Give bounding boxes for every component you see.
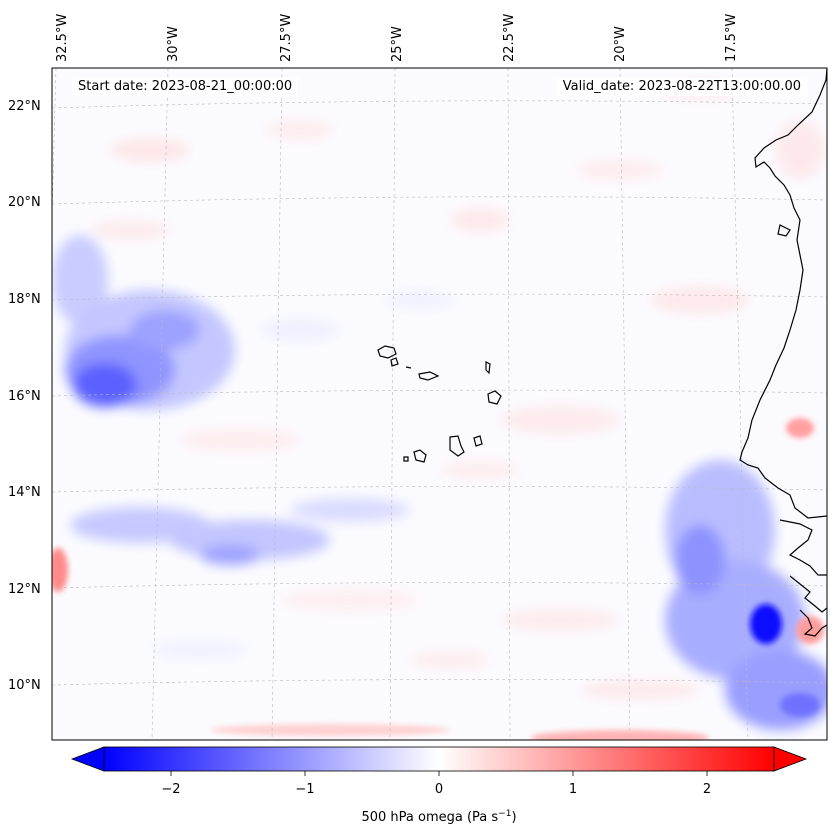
colorbar-label: 500 hPa omega (Pa s−1) <box>361 809 516 825</box>
colorbar-ticks: −2 −1 0 1 2 <box>161 771 711 797</box>
lat-label-12n: 12°N <box>8 582 41 597</box>
map-frame <box>51 67 828 741</box>
lat-label-14n: 14°N <box>8 485 41 500</box>
lon-label-27-5w: 27.5°W <box>279 14 294 62</box>
valid-date-label: Valid_date: 2023-08-22T13:00:00.00 <box>556 78 807 96</box>
lon-label-17-5w: 17.5°W <box>724 14 739 62</box>
colorbar-tick-label: 1 <box>569 782 577 797</box>
lat-label-16n: 16°N <box>8 389 41 404</box>
colorbar-extend-min <box>70 746 105 772</box>
lon-label-22-5w: 22.5°W <box>502 14 517 62</box>
lat-label-18n: 18°N <box>8 292 41 307</box>
longitude-labels: 32.5°W 30°W 27.5°W 25°W 22.5°W 20°W 17.5… <box>55 14 739 62</box>
lat-label-10n: 10°N <box>8 678 41 693</box>
colorbar-tick-label: 0 <box>435 782 443 797</box>
lat-label-20n: 20°N <box>8 195 41 210</box>
colorbar-extend-max <box>773 746 808 772</box>
colorbar-tick-label: 2 <box>703 782 711 797</box>
lon-label-30w: 30°W <box>166 26 181 62</box>
lon-label-25w: 25°W <box>390 26 405 62</box>
colorbar-tick-label: −1 <box>295 782 314 797</box>
lat-label-22n: 22°N <box>8 99 41 114</box>
omega-field <box>52 68 827 740</box>
lon-label-32-5w: 32.5°W <box>55 14 70 62</box>
start-date-label: Start date: 2023-08-21_00:00:00 <box>72 78 299 96</box>
colorbar: −2 −1 0 1 2 500 hPa omega (Pa s−1) <box>70 746 808 825</box>
colorbar-gradient <box>103 746 775 772</box>
coastline <box>739 68 827 637</box>
lon-label-20w: 20°W <box>613 26 628 62</box>
graticule <box>52 68 827 740</box>
colorbar-tick-label: −2 <box>161 782 180 797</box>
cape-verde-islands <box>377 345 502 463</box>
latitude-labels: 22°N 20°N 18°N 16°N 14°N 12°N 10°N <box>8 99 41 693</box>
